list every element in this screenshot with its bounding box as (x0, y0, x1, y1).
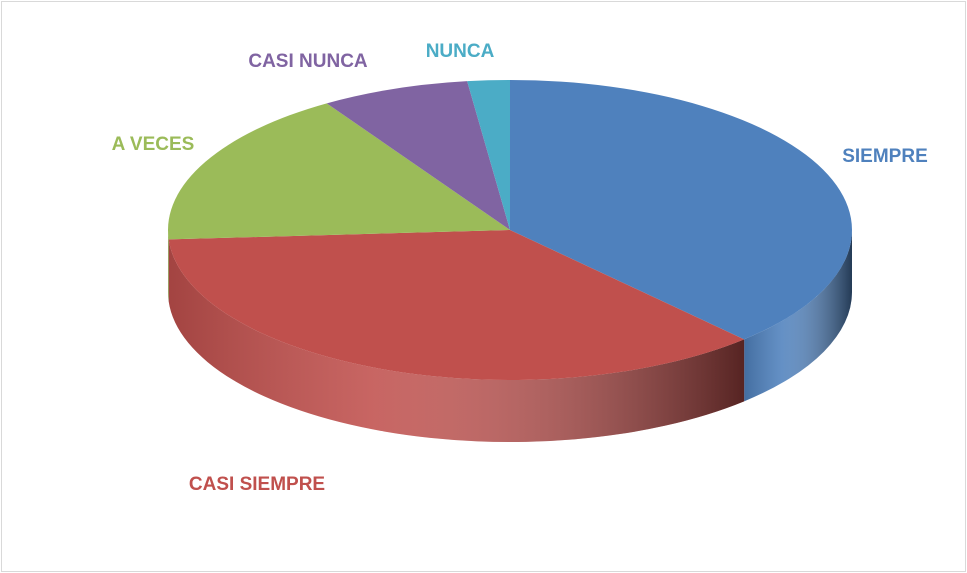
pie-side-shade (744, 230, 852, 402)
pie-side-shade (168, 239, 745, 443)
pie-slice (467, 80, 510, 230)
slice-label: NUNCA (426, 41, 495, 62)
pie-labels: SIEMPRE CASI SIEMPRE A VECES CASI NUNCA NUNC… (112, 41, 928, 495)
pie-slice (168, 103, 510, 240)
slice-label: CASI SIEMPRE (189, 474, 325, 495)
slice-label: A VECES (112, 134, 195, 155)
pie-sides (168, 230, 852, 443)
pie-slice (168, 230, 745, 381)
pie-slice (326, 81, 510, 230)
pie-side-shade (168, 230, 169, 302)
pie-slice (510, 80, 853, 340)
slice-label: CASI NUNCA (248, 51, 368, 72)
pie-tops (168, 80, 853, 381)
slice-label: SIEMPRE (842, 146, 928, 167)
